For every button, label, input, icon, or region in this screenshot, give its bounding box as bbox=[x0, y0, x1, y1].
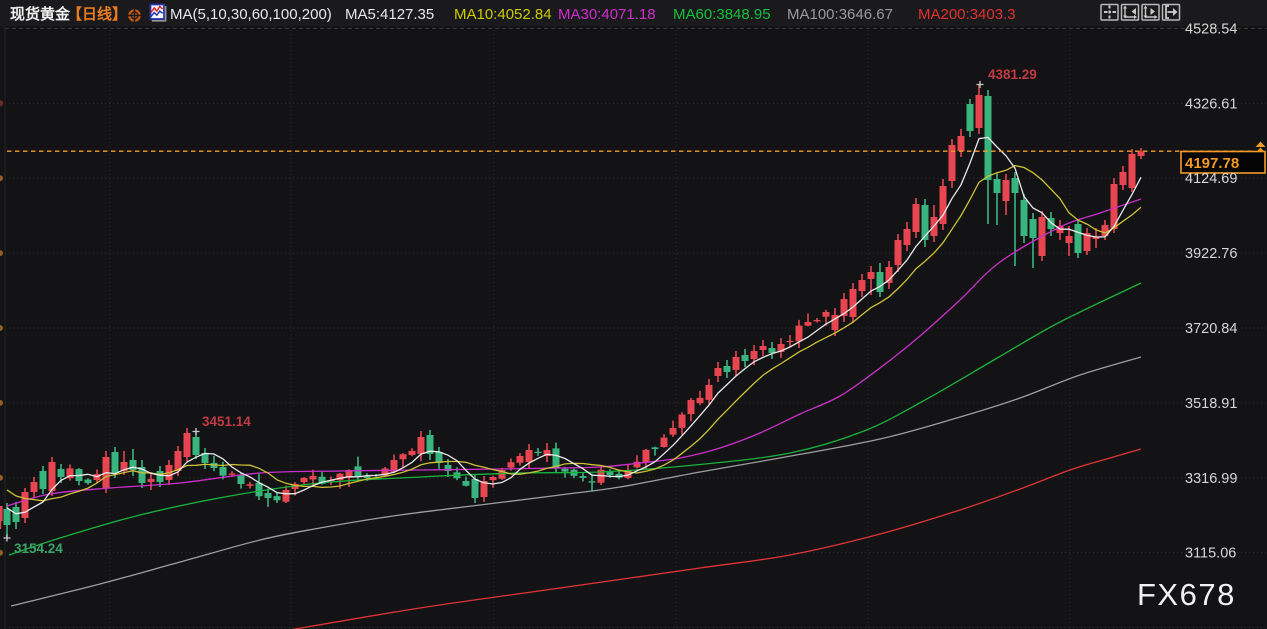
svg-text:MA(5,10,30,60,100,200): MA(5,10,30,60,100,200) bbox=[170, 6, 332, 23]
svg-text:MA30:4071.18: MA30:4071.18 bbox=[558, 6, 656, 23]
svg-text:4528.54: 4528.54 bbox=[1185, 21, 1237, 37]
svg-text:3316.99: 3316.99 bbox=[1185, 471, 1237, 487]
svg-text:4124.69: 4124.69 bbox=[1185, 171, 1237, 187]
svg-text:FX678: FX678 bbox=[1137, 577, 1236, 612]
svg-text:4197.78: 4197.78 bbox=[1185, 155, 1239, 172]
svg-text:MA10:4052.84: MA10:4052.84 bbox=[454, 6, 552, 23]
svg-text:MA60:3848.95: MA60:3848.95 bbox=[673, 6, 771, 23]
svg-text:4381.29: 4381.29 bbox=[988, 67, 1037, 82]
svg-text:3518.91: 3518.91 bbox=[1185, 396, 1237, 412]
svg-text:3115.06: 3115.06 bbox=[1185, 546, 1236, 562]
svg-text:3451.14: 3451.14 bbox=[202, 414, 251, 429]
svg-text:3720.84: 3720.84 bbox=[1185, 321, 1237, 337]
svg-text:【日线】: 【日线】 bbox=[67, 5, 127, 23]
svg-text:现货黄金: 现货黄金 bbox=[10, 5, 71, 23]
svg-text:4326.61: 4326.61 bbox=[1185, 96, 1237, 112]
svg-text:MA5:4127.35: MA5:4127.35 bbox=[345, 6, 434, 23]
svg-text:3154.24: 3154.24 bbox=[14, 541, 63, 556]
svg-text:3922.76: 3922.76 bbox=[1185, 246, 1237, 262]
svg-text:MA100:3646.67: MA100:3646.67 bbox=[787, 6, 893, 23]
svg-text:MA200:3403.3: MA200:3403.3 bbox=[918, 6, 1016, 23]
